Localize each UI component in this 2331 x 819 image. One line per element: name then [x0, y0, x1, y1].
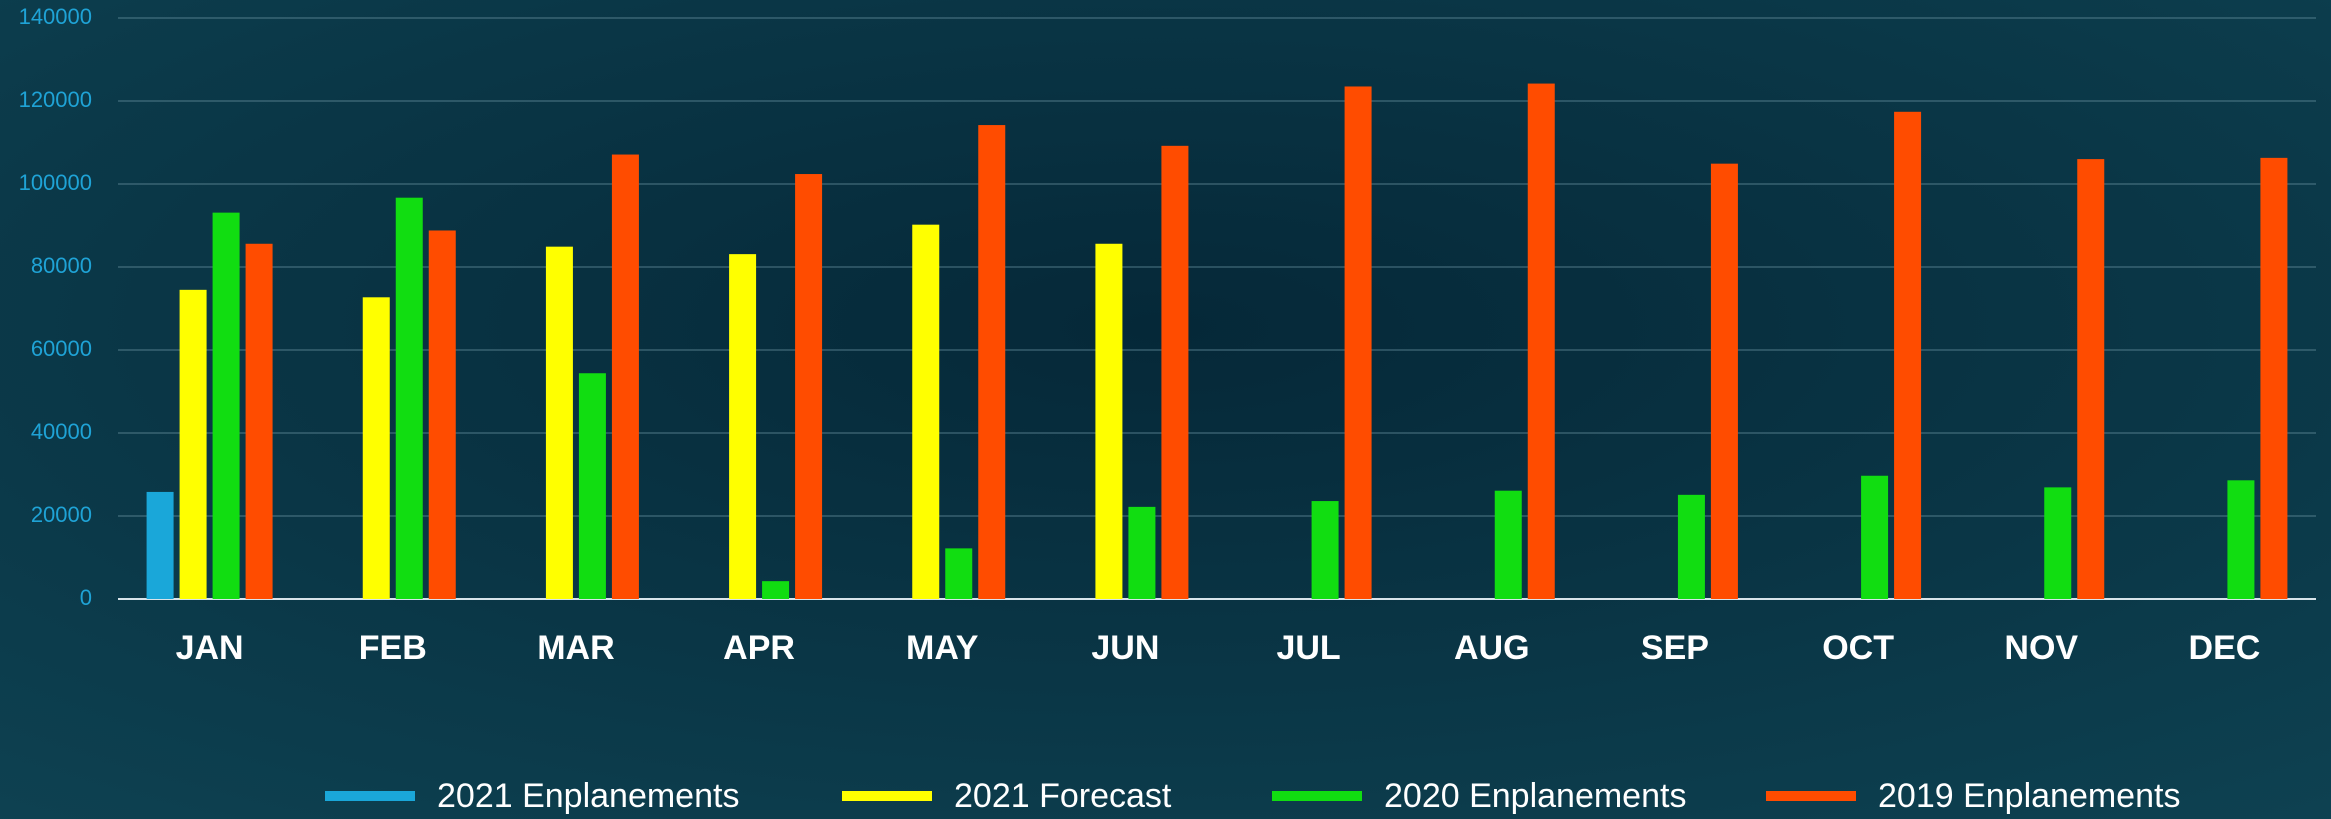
bar [978, 125, 1005, 599]
bar [180, 290, 207, 599]
legend-label: 2020 Enplanements [1384, 777, 1686, 815]
x-tick-label: JAN [176, 629, 244, 667]
page: {"chart_data": {"type": "bar", "categori… [0, 0, 2331, 819]
legend-label: 2021 Enplanements [437, 777, 739, 815]
y-tick-label: 120000 [19, 87, 92, 112]
x-tick-label: JUL [1276, 629, 1340, 667]
bar [945, 548, 972, 599]
y-tick-label: 0 [80, 585, 92, 610]
bar [396, 198, 423, 599]
bar [912, 225, 939, 599]
x-tick-label: AUG [1454, 629, 1530, 667]
bar [2044, 487, 2071, 599]
x-tick-label: FEB [359, 629, 427, 667]
bar [1128, 507, 1155, 599]
x-tick-label: APR [723, 629, 795, 667]
bar [363, 297, 390, 599]
x-tick-label: MAY [906, 629, 979, 667]
x-tick-label: DEC [2189, 629, 2261, 667]
bar [795, 174, 822, 599]
x-tick-label: JUN [1091, 629, 1159, 667]
bar [579, 373, 606, 599]
x-tick-label: SEP [1641, 629, 1709, 667]
bar [1161, 146, 1188, 599]
bar [2260, 158, 2287, 599]
y-tick-label: 80000 [31, 253, 92, 278]
legend-label: 2021 Forecast [954, 777, 1172, 815]
chart: 0 20000 40000 60000 80000 100000 120000 140000 J… [0, 0, 2331, 819]
bar [612, 155, 639, 599]
x-tick-label: NOV [2004, 629, 2078, 667]
bar [546, 247, 573, 599]
bar [729, 254, 756, 599]
bar [1312, 501, 1339, 599]
y-tick-label: 60000 [31, 336, 92, 361]
bar [1095, 244, 1122, 599]
bar [1495, 491, 1522, 599]
x-tick-label: OCT [1822, 629, 1894, 667]
bar [1528, 84, 1555, 599]
y-tick-label: 140000 [19, 4, 92, 29]
bar [2077, 159, 2104, 599]
bar [762, 581, 789, 599]
bar [2227, 480, 2254, 599]
bar [246, 244, 273, 599]
bar [147, 492, 174, 599]
y-tick-label: 100000 [19, 170, 92, 195]
x-tick-label: MAR [537, 629, 614, 667]
bar [213, 213, 240, 599]
legend-label: 2019 Enplanements [1878, 777, 2180, 815]
bar [1861, 476, 1888, 599]
bar [1345, 86, 1372, 599]
bar [429, 230, 456, 599]
bar [1711, 164, 1738, 599]
bar [1894, 112, 1921, 599]
y-tick-label: 40000 [31, 419, 92, 444]
bar [1678, 495, 1705, 599]
y-tick-label: 20000 [31, 502, 92, 527]
